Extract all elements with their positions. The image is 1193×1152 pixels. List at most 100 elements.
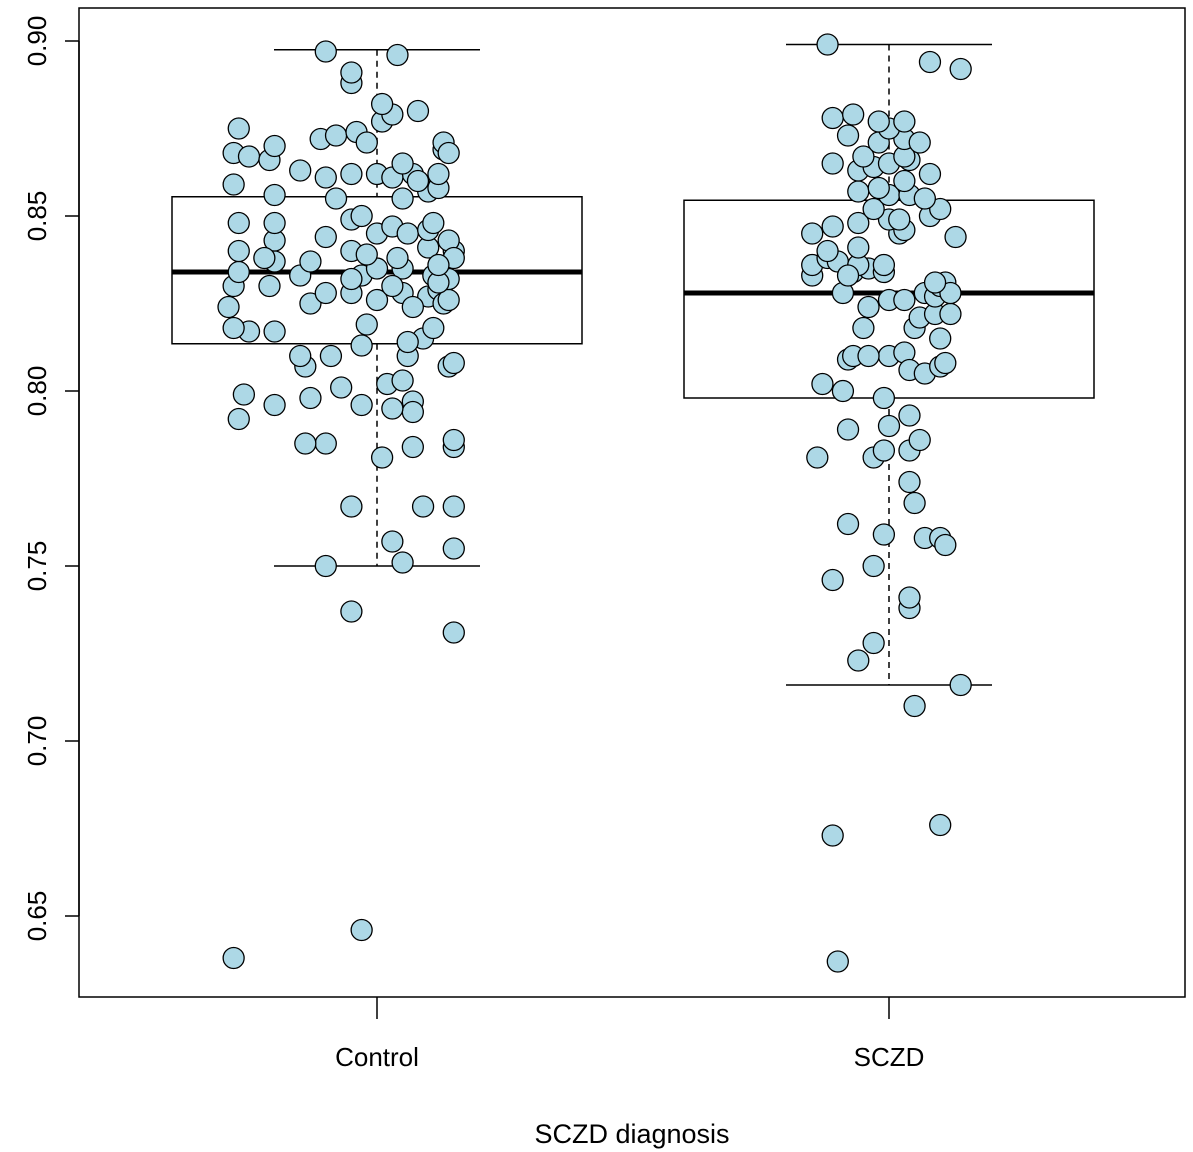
data-point-control [392,153,413,174]
data-point-control [326,188,347,209]
data-point-control [351,920,372,941]
data-point-control [315,167,336,188]
data-point-control [239,146,260,167]
data-point-control [382,398,403,419]
data-point-control [228,409,249,430]
data-point-sczd [822,108,843,129]
data-point-control [387,45,408,66]
data-point-sczd [848,650,869,671]
data-point-control [443,430,464,451]
data-point-control [392,552,413,573]
data-point-sczd [909,132,930,153]
data-point-sczd [838,125,859,146]
y-tick-label: 0.90 [22,16,52,67]
data-point-control [382,276,403,297]
x-axis: Control SCZD [335,997,924,1072]
data-point-sczd [919,164,940,185]
data-point-sczd [873,255,894,276]
data-point-control [392,188,413,209]
data-point-control [428,255,449,276]
data-point-control [228,262,249,283]
data-point-control [341,164,362,185]
data-point-control [326,125,347,146]
data-point-control [443,622,464,643]
data-point-control [228,213,249,234]
data-point-control [387,248,408,269]
data-point-control [264,395,285,416]
data-point-control [228,241,249,262]
data-point-control [259,276,280,297]
data-point-control [223,318,244,339]
data-point-control [428,164,449,185]
data-point-control [320,346,341,367]
data-point-control [341,601,362,622]
data-point-sczd [863,556,884,577]
data-point-control [397,223,418,244]
data-point-control [233,384,254,405]
data-point-control [341,269,362,290]
data-point-control [223,174,244,195]
data-point-sczd [802,223,823,244]
data-point-control [264,213,285,234]
data-point-sczd [935,353,956,374]
data-point-control [382,531,403,552]
y-tick-label: 0.65 [22,891,52,942]
data-point-sczd [827,951,848,972]
data-point-sczd [889,209,910,230]
data-point-sczd [873,440,894,461]
data-point-control [264,321,285,342]
data-point-sczd [822,570,843,591]
data-point-sczd [940,304,961,325]
data-point-sczd [807,447,828,468]
data-point-control [228,118,249,139]
data-point-control [223,948,244,969]
data-point-control [351,206,372,227]
data-point-sczd [812,374,833,395]
data-point-sczd [930,328,951,349]
data-point-control [295,433,316,454]
data-point-control [356,244,377,265]
data-point-sczd [894,171,915,192]
points-layer [218,34,971,972]
data-point-sczd [935,535,956,556]
data-point-sczd [838,419,859,440]
data-point-sczd [858,297,879,318]
data-point-sczd [817,241,838,262]
data-point-control [397,332,418,353]
data-point-sczd [919,52,940,73]
data-point-sczd [863,633,884,654]
data-point-sczd [909,430,930,451]
data-point-sczd [817,34,838,55]
data-point-sczd [868,111,889,132]
data-point-control [423,213,444,234]
data-point-control [315,283,336,304]
data-point-sczd [838,265,859,286]
data-point-control [218,297,239,318]
data-point-control [290,346,311,367]
data-point-control [315,556,336,577]
data-point-sczd [868,178,889,199]
data-point-sczd [925,272,946,293]
data-point-control [392,370,413,391]
data-point-control [372,447,393,468]
data-point-control [300,251,321,272]
data-point-sczd [822,153,843,174]
data-point-sczd [894,111,915,132]
data-point-control [423,318,444,339]
data-point-sczd [848,237,869,258]
data-point-control [443,538,464,559]
x-tick-label-control: Control [335,1042,419,1072]
data-point-sczd [853,318,874,339]
data-point-sczd [822,216,843,237]
data-point-sczd [832,381,853,402]
data-point-control [315,433,336,454]
data-point-sczd [950,675,971,696]
y-tick-label: 0.80 [22,366,52,417]
data-point-sczd [894,290,915,311]
data-point-control [290,160,311,181]
data-point-sczd [838,514,859,535]
data-point-control [402,402,423,423]
y-tick-label: 0.70 [22,716,52,767]
data-point-control [341,496,362,517]
